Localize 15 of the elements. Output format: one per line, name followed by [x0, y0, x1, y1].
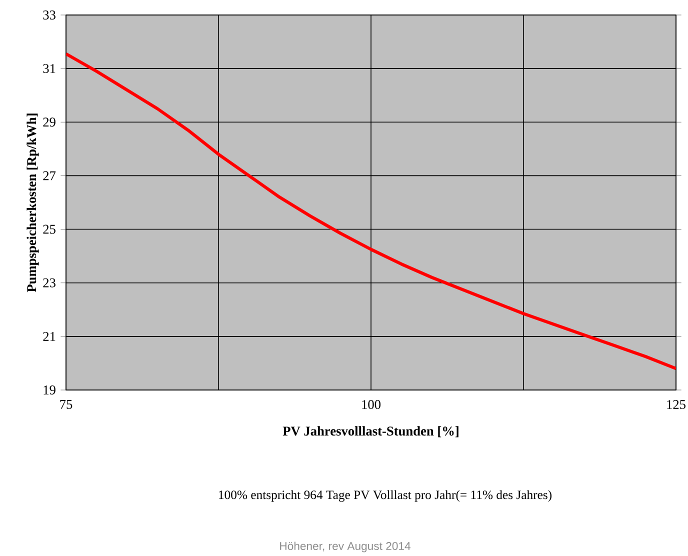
- y-tick-label: 27: [43, 171, 56, 180]
- text: Höhener, rev August 2014: [280, 542, 410, 552]
- y-tick-label: 25: [43, 224, 56, 234]
- y-tick-label: 31: [43, 64, 56, 74]
- y-tick-label: 33: [43, 10, 56, 20]
- text: 100% entspricht 964 Tage PV Volllast pro Jahr(= 11% des Jahres): [219, 490, 552, 502]
- y-axis-title: Pumpspeicherkosten [Rp/kWh]: [26, 114, 39, 292]
- y-tick-label: 21: [43, 332, 56, 341]
- y-tick-label: 29: [43, 118, 56, 127]
- x-tick-label: 75: [60, 400, 72, 409]
- x-tick-label: 125: [667, 400, 686, 409]
- x-axis-title: PV Jahresvolllast-Stunden [%]: [282, 426, 458, 438]
- x-tick-label: 100: [362, 400, 381, 410]
- y-tick-label: 19: [44, 386, 56, 394]
- y-tick-label: 23: [43, 278, 56, 288]
